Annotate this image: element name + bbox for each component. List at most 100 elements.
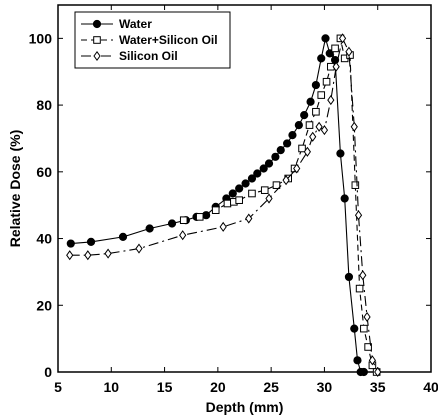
data-point xyxy=(317,91,326,99)
data-point xyxy=(86,237,96,246)
data-point xyxy=(282,175,290,186)
series-2 xyxy=(66,33,382,378)
data-point xyxy=(272,181,281,189)
data-point xyxy=(374,366,382,378)
data-point xyxy=(336,149,345,158)
x-axis-label: Depth (mm) xyxy=(206,399,284,415)
x-tick-label: 25 xyxy=(263,379,279,395)
data-point xyxy=(84,250,92,261)
data-point xyxy=(93,36,101,44)
data-point xyxy=(305,121,314,129)
y-tick-label: 80 xyxy=(36,97,52,113)
legend: Water Water+Silicon Oil Silicon Oil xyxy=(74,11,231,69)
data-point xyxy=(228,189,237,198)
data-point xyxy=(259,164,268,173)
data-point xyxy=(359,270,367,281)
data-point xyxy=(235,196,243,204)
x-tick-label: 20 xyxy=(210,379,226,395)
x-tick-label: 10 xyxy=(103,379,119,395)
y-tick-label: 0 xyxy=(44,364,52,380)
data-point xyxy=(283,139,292,148)
series-1 xyxy=(179,34,381,376)
data-point xyxy=(317,54,326,63)
data-point xyxy=(271,152,280,161)
data-point xyxy=(276,146,285,155)
data-point xyxy=(327,95,335,106)
data-point xyxy=(288,131,297,140)
data-point xyxy=(66,250,74,261)
data-point xyxy=(321,34,330,43)
data-point xyxy=(135,243,143,254)
x-tick-label: 5 xyxy=(54,379,62,395)
series-0 xyxy=(66,34,368,377)
y-tick-label: 60 xyxy=(36,164,52,180)
data-point xyxy=(293,163,301,174)
data-point xyxy=(145,224,154,233)
data-point xyxy=(179,230,187,241)
plot-area xyxy=(57,4,432,373)
data-point xyxy=(223,199,232,208)
data-point xyxy=(248,189,256,198)
y-tick-label: 100 xyxy=(29,30,53,46)
data-point xyxy=(245,213,253,224)
data-point xyxy=(364,343,372,351)
x-tick-label: 30 xyxy=(317,379,333,395)
data-point xyxy=(322,77,331,86)
data-point xyxy=(332,61,340,72)
data-point xyxy=(66,239,75,248)
data-point xyxy=(265,193,273,204)
data-point xyxy=(235,184,244,193)
legend-entry: Water xyxy=(81,17,152,31)
data-point xyxy=(315,121,323,132)
data-point xyxy=(350,121,358,132)
data-point xyxy=(241,179,250,188)
legend-box xyxy=(74,11,231,69)
data-point xyxy=(311,80,321,90)
data-point xyxy=(368,355,377,366)
data-point xyxy=(351,181,360,189)
y-tick-label: 20 xyxy=(36,297,52,313)
data-point xyxy=(309,131,317,142)
data-point xyxy=(350,324,359,333)
data-point xyxy=(264,159,274,168)
data-point xyxy=(353,356,362,365)
data-point xyxy=(260,186,269,194)
data-point xyxy=(359,367,368,377)
data-point xyxy=(320,125,329,136)
data-series xyxy=(66,33,382,378)
data-point xyxy=(303,146,311,157)
data-point xyxy=(345,46,353,57)
data-point xyxy=(219,221,227,232)
data-point xyxy=(338,33,347,44)
legend-label: Water+Silicon Oil xyxy=(119,33,218,47)
y-tick-label: 40 xyxy=(36,231,52,247)
data-point xyxy=(294,121,303,130)
y-axis-label: Relative Dose (%) xyxy=(7,130,23,247)
data-point xyxy=(179,216,188,224)
legend-entry: Silicon Oil xyxy=(81,49,178,63)
data-point xyxy=(195,213,204,221)
data-point xyxy=(355,284,364,293)
legend-label: Water xyxy=(119,17,152,31)
data-point xyxy=(253,169,262,178)
data-point xyxy=(360,324,368,333)
x-tick-label: 35 xyxy=(370,379,386,395)
data-point xyxy=(306,97,315,106)
x-tick-label: 15 xyxy=(157,379,173,395)
data-point xyxy=(93,50,101,62)
series-line xyxy=(69,36,379,373)
plot-frame xyxy=(57,4,432,373)
x-tick-label: 40 xyxy=(423,379,438,395)
data-point xyxy=(92,19,102,29)
data-point xyxy=(167,219,177,228)
data-point xyxy=(298,144,306,153)
data-point xyxy=(363,311,371,323)
data-point xyxy=(340,194,349,203)
data-point xyxy=(331,44,339,53)
data-point xyxy=(300,111,309,120)
legend-entry: Water+Silicon Oil xyxy=(81,33,218,47)
data-point xyxy=(211,206,220,214)
data-point xyxy=(118,232,128,241)
data-point xyxy=(354,210,363,221)
